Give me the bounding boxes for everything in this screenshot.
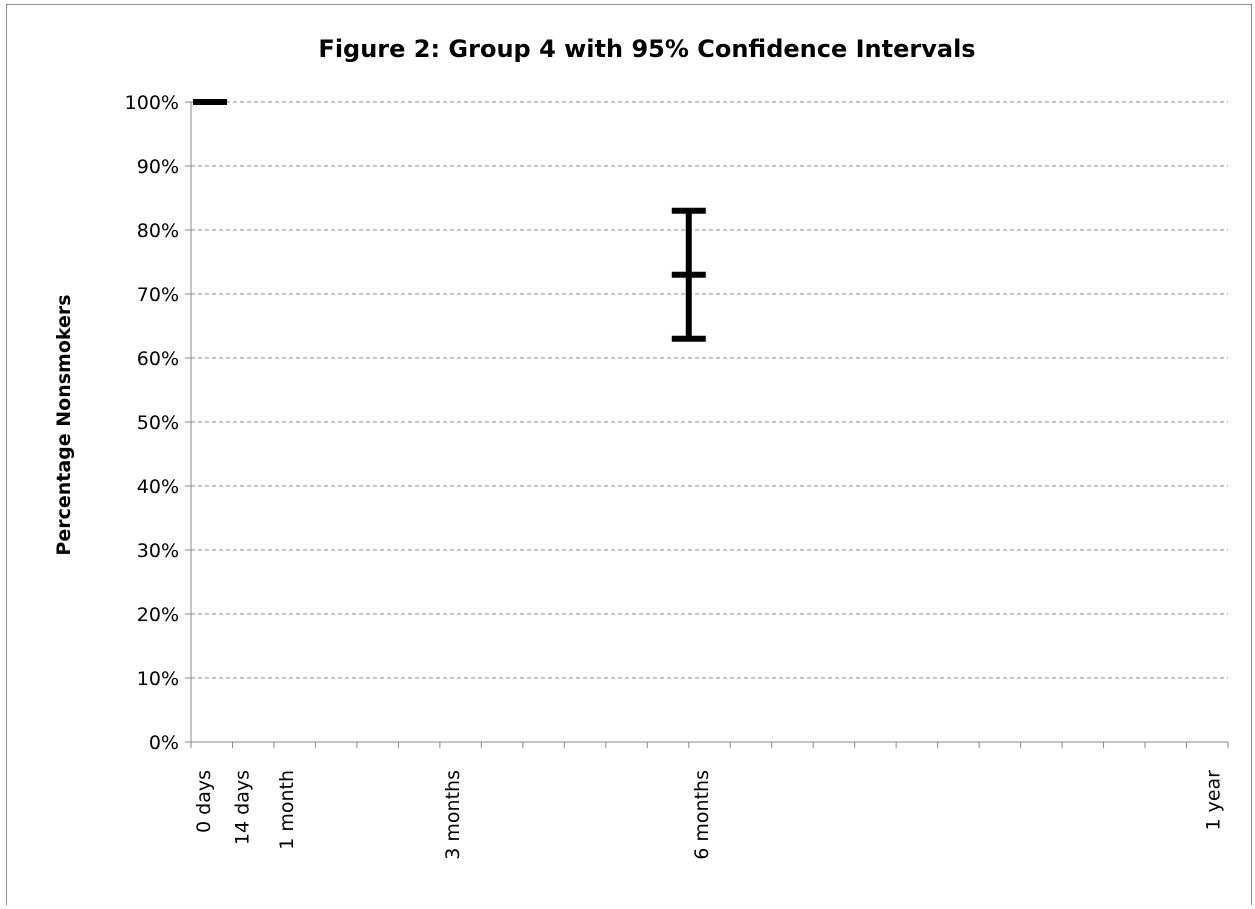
y-tick-label: 90% (137, 156, 179, 178)
y-tick-labels: 0% 10% 20% 30% 40% 50% 60% 70% 80% 90% 100% (125, 92, 179, 754)
chart-title: Figure 2: Group 4 with 95% Confidence In… (318, 35, 975, 63)
x-tick-label: 1 month (276, 770, 298, 850)
x-tick-label: 14 days (232, 770, 254, 845)
y-tick-label: 60% (137, 348, 179, 370)
data-marks (193, 99, 706, 342)
x-tick-label: 1 year (1202, 770, 1224, 831)
y-tick-label: 40% (137, 476, 179, 498)
axes (185, 101, 1229, 748)
chart-area: Figure 2: Group 4 with 95% Confidence In… (6, 4, 1252, 905)
y-tick-label: 80% (137, 220, 179, 242)
x-tick-label: 3 months (442, 770, 464, 860)
y-tick-label: 20% (137, 604, 179, 626)
y-axis-label: Percentage Nonsmokers (53, 294, 75, 555)
y-tick-label: 70% (137, 284, 179, 306)
x-tick-label: 0 days (193, 770, 215, 833)
x-tick-label: 6 months (691, 770, 713, 860)
y-tick-label: 10% (137, 668, 179, 690)
chart-svg: Figure 2: Group 4 with 95% Confidence In… (53, 35, 1229, 860)
y-tick-label: 30% (137, 540, 179, 562)
y-tick-label: 50% (137, 412, 179, 434)
y-tick-label: 100% (125, 92, 179, 114)
x-tick-labels: 0 days 14 days 1 month 3 months 6 months 1 ye… (193, 770, 1224, 860)
gridlines (191, 101, 1228, 679)
y-tick-label: 0% (149, 732, 179, 754)
